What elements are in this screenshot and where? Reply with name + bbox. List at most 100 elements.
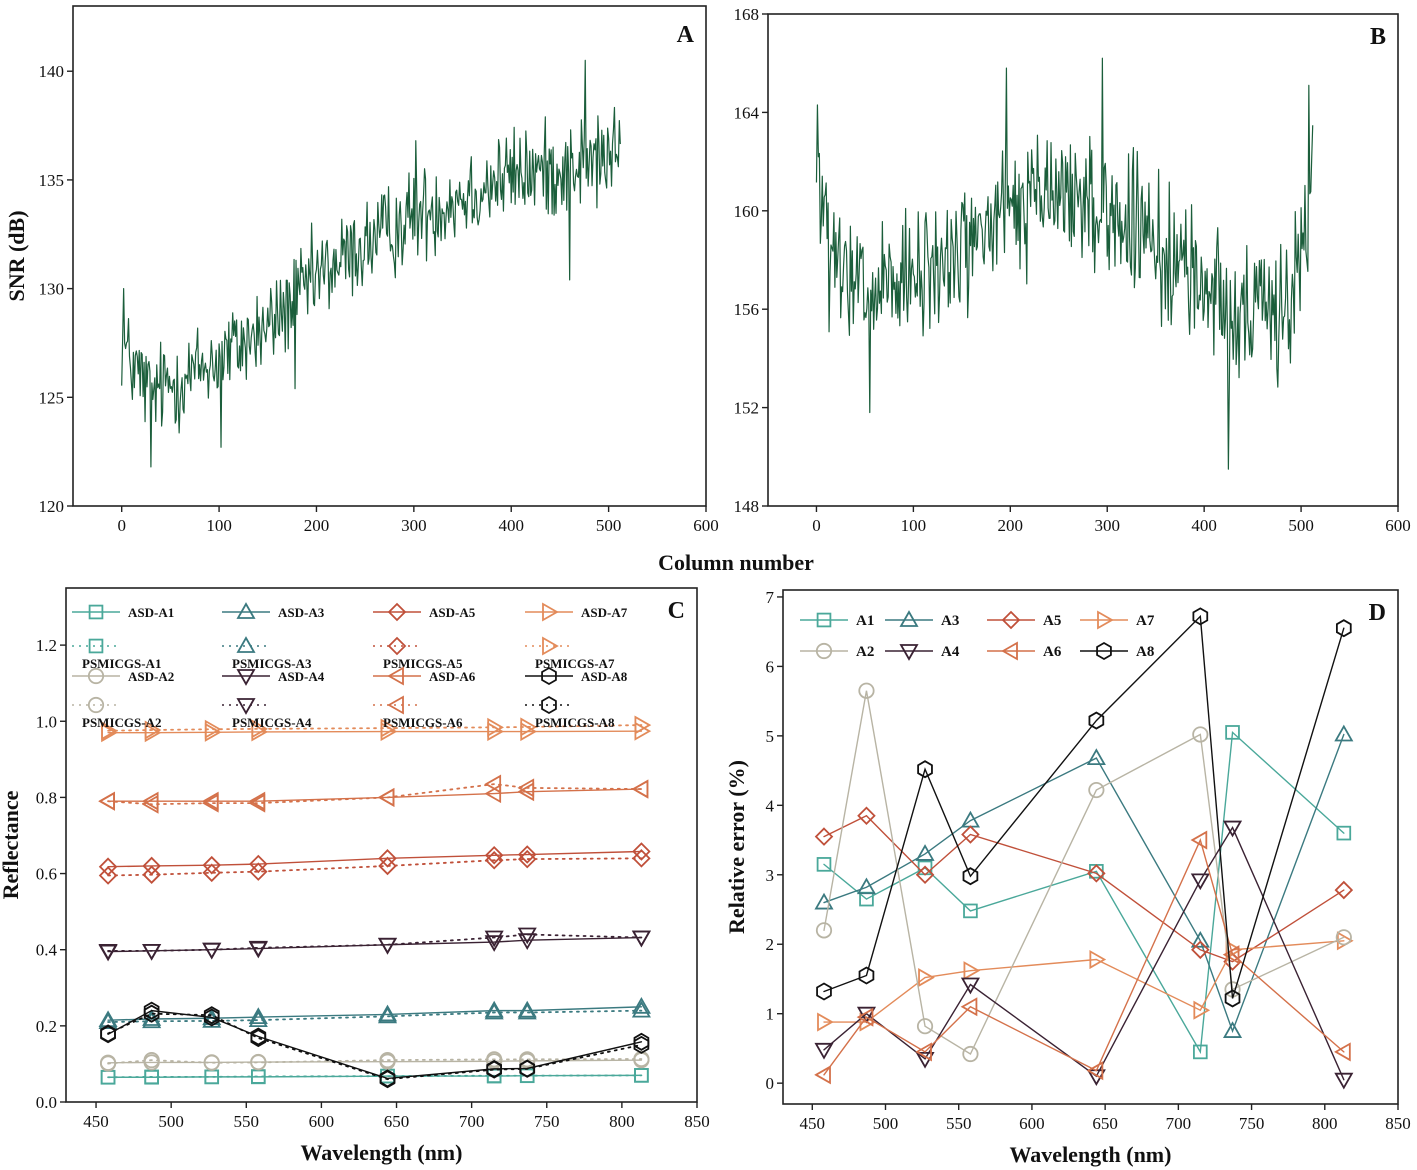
data-point-a7 [963,961,981,981]
data-point-psmicgs-a4 [631,930,651,948]
legend-label-a7: A7 [1136,613,1155,629]
x-tick-label: 750 [1239,1114,1265,1133]
data-point-psmicgs-a2 [486,1051,503,1068]
data-point-psmicgs-a8 [486,1060,503,1079]
legend-label-psmicgs-a8: PSMICGS-A8 [535,715,615,730]
x-tick-label: 600 [1385,516,1411,535]
data-point-a4 [814,1042,834,1060]
data-point-a7 [1225,940,1243,960]
data-point-a1 [1193,1044,1208,1060]
data-point-psmicgs-a7 [487,717,504,737]
data-point-psmicgs-a3 [98,1012,118,1029]
data-point-psmicgs-a2 [143,1052,160,1069]
data-point-asd-a8 [143,1001,160,1020]
x-tick-label: 600 [309,1112,335,1131]
x-tick-label: 200 [998,516,1024,535]
data-point-a3 [1086,748,1106,765]
legend-label-asd-a1: ASD-A1 [128,605,174,620]
data-point-a7 [1193,1000,1211,1020]
data-point-a2 [1335,929,1352,946]
panel-letter: D [1369,600,1386,626]
series-line-asd-a8 [107,1009,643,1080]
data-point-asd-a3 [517,1000,537,1018]
x-tick-label: 800 [609,1112,635,1131]
y-tick-label: 6 [766,657,775,676]
y-tick-label: 120 [39,497,65,516]
data-point-asd-a5 [517,845,537,864]
x-tick-label: 400 [1191,516,1217,535]
panel-letter: B [1370,24,1386,50]
legend-marker-psmicgs-a4 [236,698,256,715]
data-point-asd-a8 [633,1032,650,1051]
data-point-psmicgs-a4 [202,942,222,960]
legend-marker-a2 [815,642,833,660]
legend-marker-a6 [1001,641,1018,661]
legend-marker-a4 [899,644,919,661]
series-line-psmicgs-a3 [107,1009,643,1023]
data-point-a7 [1089,949,1107,970]
data-point-psmicgs-a5 [632,849,651,868]
panel-a: 0 100 200 300 400 500 600 120 125 130 135 140 SNR (d… [4,5,719,535]
data-point-psmicgs-a6 [98,791,115,811]
data-point-psmicgs-a4 [517,927,537,945]
data-point-a3 [1334,724,1354,742]
legend-label-a8: A8 [1136,644,1154,660]
x-tick-label: 600 [1019,1114,1045,1133]
plot-frame [65,587,698,1103]
data-point-asd-a3 [484,1000,504,1018]
y-tick-label: 156 [734,300,760,319]
series-line-a4 [823,826,1345,1081]
series-line-a2 [823,690,1345,1055]
data-point-a6 [1222,945,1240,965]
y-tick-label: 135 [39,171,65,190]
legend-label-a1: A1 [856,613,874,629]
data-point-psmicgs-a4 [248,940,268,958]
x-tick-label: 700 [1166,1114,1192,1133]
x-tick-label: 500 [1288,516,1314,535]
data-point-a6 [814,1065,831,1085]
data-point-a3 [1222,1021,1243,1038]
legend-label-asd-a3: ASD-A3 [278,605,325,620]
data-point-a4 [1334,1072,1354,1090]
data-point-psmicgs-a7 [101,721,118,741]
x-axis-label: Wavelength (nm) [1010,1142,1172,1167]
legend-marker-asd-a1 [88,604,104,620]
data-point-a1 [963,903,978,919]
data-point-a6 [915,1042,932,1062]
y-tick-label: 168 [734,5,760,24]
x-tick-label: 550 [234,1112,260,1131]
y-tick-label: 2 [766,935,775,954]
data-point-psmicgs-a3 [248,1010,268,1028]
data-point-a2 [916,1018,934,1035]
panel-c: 450 500 550 600 650 700 750 800 850 0.0 0.2 0.4 0.6 0… [0,587,710,1165]
data-point-a1 [816,857,832,872]
data-point-a6 [1086,1061,1104,1081]
x-tick-label: 500 [158,1112,184,1131]
x-tick-label: 450 [83,1112,109,1131]
y-tick-label: 160 [734,202,760,221]
data-point-psmicgs-a5 [484,850,504,870]
data-point-a8 [1224,989,1241,1008]
legend-label-asd-a2: ASD-A2 [128,669,174,684]
series-line-asd-a7 [107,730,643,734]
y-tick-label: 5 [766,727,775,746]
data-point-psmicgs-a7 [251,719,269,739]
plot-frame [72,5,707,507]
data-point-asd-a3 [248,1007,268,1024]
y-tick-label: 0 [766,1074,775,1093]
data-point-a4 [915,1051,935,1069]
data-point-a4 [1190,873,1210,891]
series-line-asd-a6 [107,788,643,802]
y-tick-label: 125 [39,388,65,407]
data-point-a3 [856,877,877,895]
x-tick-label: 300 [1094,516,1120,535]
x-tick-label: 550 [946,1114,972,1133]
legend-marker-psmicgs-a3 [236,636,256,653]
legend-marker-psmicgs-a2 [87,696,105,714]
legend-label-psmicgs-a6: PSMICGS-A6 [383,715,463,730]
y-tick-label: 164 [734,103,760,122]
data-point-psmicgs-a3 [631,1000,651,1018]
legend-label-a5: A5 [1043,613,1061,629]
y-tick-label: 152 [734,399,760,418]
